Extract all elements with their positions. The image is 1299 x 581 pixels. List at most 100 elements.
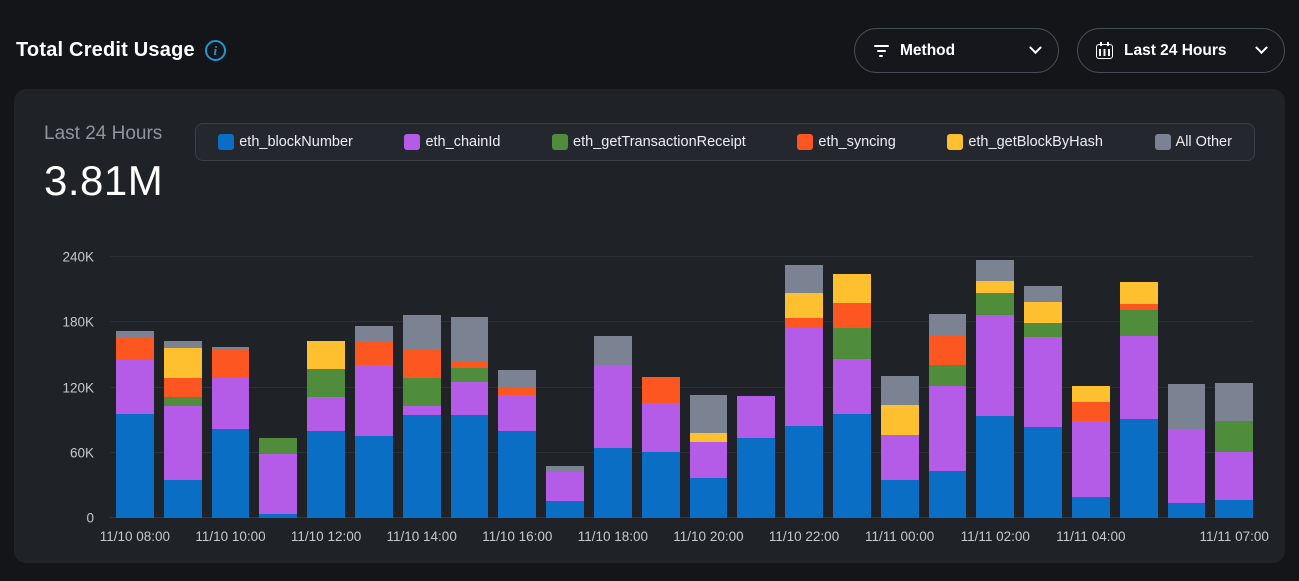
bar-segment[interactable] <box>880 435 919 480</box>
bar-column[interactable] <box>259 257 298 518</box>
bar-column[interactable]: 11/11 00:00 <box>865 257 934 544</box>
bar-segment[interactable] <box>641 451 680 518</box>
bar-segment[interactable] <box>450 367 489 383</box>
bar-segment[interactable] <box>976 314 1015 416</box>
bar-segment[interactable] <box>928 386 967 472</box>
bar-segment[interactable] <box>1119 303 1158 311</box>
bar-segment[interactable] <box>450 316 489 362</box>
bar-segment[interactable] <box>785 264 823 293</box>
bar-segment[interactable] <box>976 415 1015 518</box>
bar-segment[interactable] <box>116 337 154 361</box>
bar-segment[interactable] <box>1024 301 1062 324</box>
bar-segment[interactable] <box>832 274 871 303</box>
bar-segment[interactable] <box>832 302 871 328</box>
bar-segment[interactable] <box>402 377 441 406</box>
bar-segment[interactable] <box>259 437 298 454</box>
bar-segment[interactable] <box>307 431 345 518</box>
bar-column[interactable] <box>163 257 202 518</box>
bar-segment[interactable] <box>1024 426 1062 518</box>
bar-segment[interactable] <box>402 314 441 350</box>
bar-segment[interactable] <box>163 479 202 518</box>
bar-segment[interactable] <box>450 382 489 415</box>
bar-segment[interactable] <box>1167 384 1206 429</box>
bar-segment[interactable] <box>1215 383 1254 422</box>
bar-segment[interactable] <box>498 370 537 388</box>
bar-column[interactable]: 11/10 08:00 <box>100 257 170 544</box>
bar-column[interactable]: 11/11 04:00 <box>1056 257 1125 544</box>
bar-segment[interactable] <box>1167 502 1206 518</box>
bar-segment[interactable] <box>1167 428 1206 503</box>
bar-segment[interactable] <box>880 479 919 518</box>
bar-segment[interactable] <box>402 406 441 415</box>
bar-column[interactable]: 11/10 20:00 <box>673 257 744 544</box>
bar-segment[interactable] <box>116 360 154 414</box>
bar-segment[interactable] <box>1024 323 1062 338</box>
bar-segment[interactable] <box>1119 336 1158 420</box>
bar-segment[interactable] <box>832 359 871 414</box>
bar-segment[interactable] <box>832 327 871 360</box>
bar-column[interactable] <box>1167 257 1206 518</box>
bar-segment[interactable] <box>1024 286 1062 302</box>
bar-segment[interactable] <box>450 361 489 368</box>
bar-segment[interactable] <box>880 375 919 405</box>
legend-item[interactable]: eth_chainId <box>404 134 500 150</box>
bar-column[interactable]: 11/11 07:00 <box>1200 257 1269 544</box>
bar-segment[interactable] <box>689 395 728 434</box>
bar-column[interactable] <box>928 257 967 518</box>
bar-segment[interactable] <box>1119 310 1158 337</box>
bar-segment[interactable] <box>211 347 250 350</box>
bar-segment[interactable] <box>498 431 537 518</box>
bar-column[interactable] <box>1119 257 1158 518</box>
bar-segment[interactable] <box>307 397 345 431</box>
bar-column[interactable]: 11/10 10:00 <box>195 257 266 544</box>
bar-segment[interactable] <box>211 349 250 378</box>
bar-segment[interactable] <box>832 413 871 518</box>
bar-segment[interactable] <box>163 377 202 398</box>
bar-segment[interactable] <box>593 448 632 518</box>
bar-segment[interactable] <box>546 465 584 473</box>
bar-segment[interactable] <box>1024 337 1062 427</box>
bar-segment[interactable] <box>1071 386 1110 402</box>
bar-segment[interactable] <box>928 313 967 337</box>
bar-column[interactable] <box>546 257 584 518</box>
bar-segment[interactable] <box>1119 419 1158 518</box>
bar-segment[interactable] <box>737 396 776 438</box>
bar-segment[interactable] <box>641 376 680 403</box>
bar-segment[interactable] <box>928 336 967 365</box>
legend-item[interactable]: eth_blockNumber <box>218 134 353 150</box>
bar-segment[interactable] <box>354 325 393 341</box>
bar-segment[interactable] <box>593 364 632 449</box>
bar-column[interactable] <box>737 257 776 518</box>
bar-segment[interactable] <box>402 414 441 518</box>
bar-segment[interactable] <box>402 349 441 378</box>
bar-segment[interactable] <box>163 397 202 406</box>
method-dropdown[interactable]: Method <box>854 28 1059 73</box>
bar-column[interactable] <box>1024 257 1062 518</box>
bar-segment[interactable] <box>689 433 728 442</box>
bar-segment[interactable] <box>1119 282 1158 304</box>
bar-segment[interactable] <box>354 364 393 437</box>
time-range-dropdown[interactable]: Last 24 Hours <box>1077 28 1285 73</box>
bar-column[interactable]: 11/10 22:00 <box>769 257 839 544</box>
bar-segment[interactable] <box>1071 497 1110 518</box>
bar-segment[interactable] <box>1071 401 1110 422</box>
legend-item[interactable]: eth_getBlockByHash <box>947 134 1103 150</box>
bar-segment[interactable] <box>737 437 776 518</box>
bar-segment[interactable] <box>116 413 154 518</box>
bar-segment[interactable] <box>1071 421 1110 498</box>
bar-segment[interactable] <box>307 369 345 398</box>
bar-segment[interactable] <box>689 477 728 518</box>
bar-segment[interactable] <box>546 472 584 501</box>
bar-segment[interactable] <box>498 387 537 396</box>
bar-segment[interactable] <box>211 428 250 518</box>
bar-segment[interactable] <box>880 404 919 436</box>
bar-segment[interactable] <box>785 327 823 426</box>
legend-item[interactable]: All Other <box>1154 134 1232 150</box>
legend-item[interactable]: eth_getTransactionReceipt <box>552 134 746 150</box>
bar-segment[interactable] <box>1215 499 1254 518</box>
bar-column[interactable]: 11/10 14:00 <box>387 257 457 544</box>
bar-segment[interactable] <box>785 292 823 318</box>
bar-segment[interactable] <box>546 500 584 518</box>
bar-column[interactable]: 11/10 16:00 <box>482 257 552 544</box>
info-icon[interactable]: i <box>204 40 226 61</box>
